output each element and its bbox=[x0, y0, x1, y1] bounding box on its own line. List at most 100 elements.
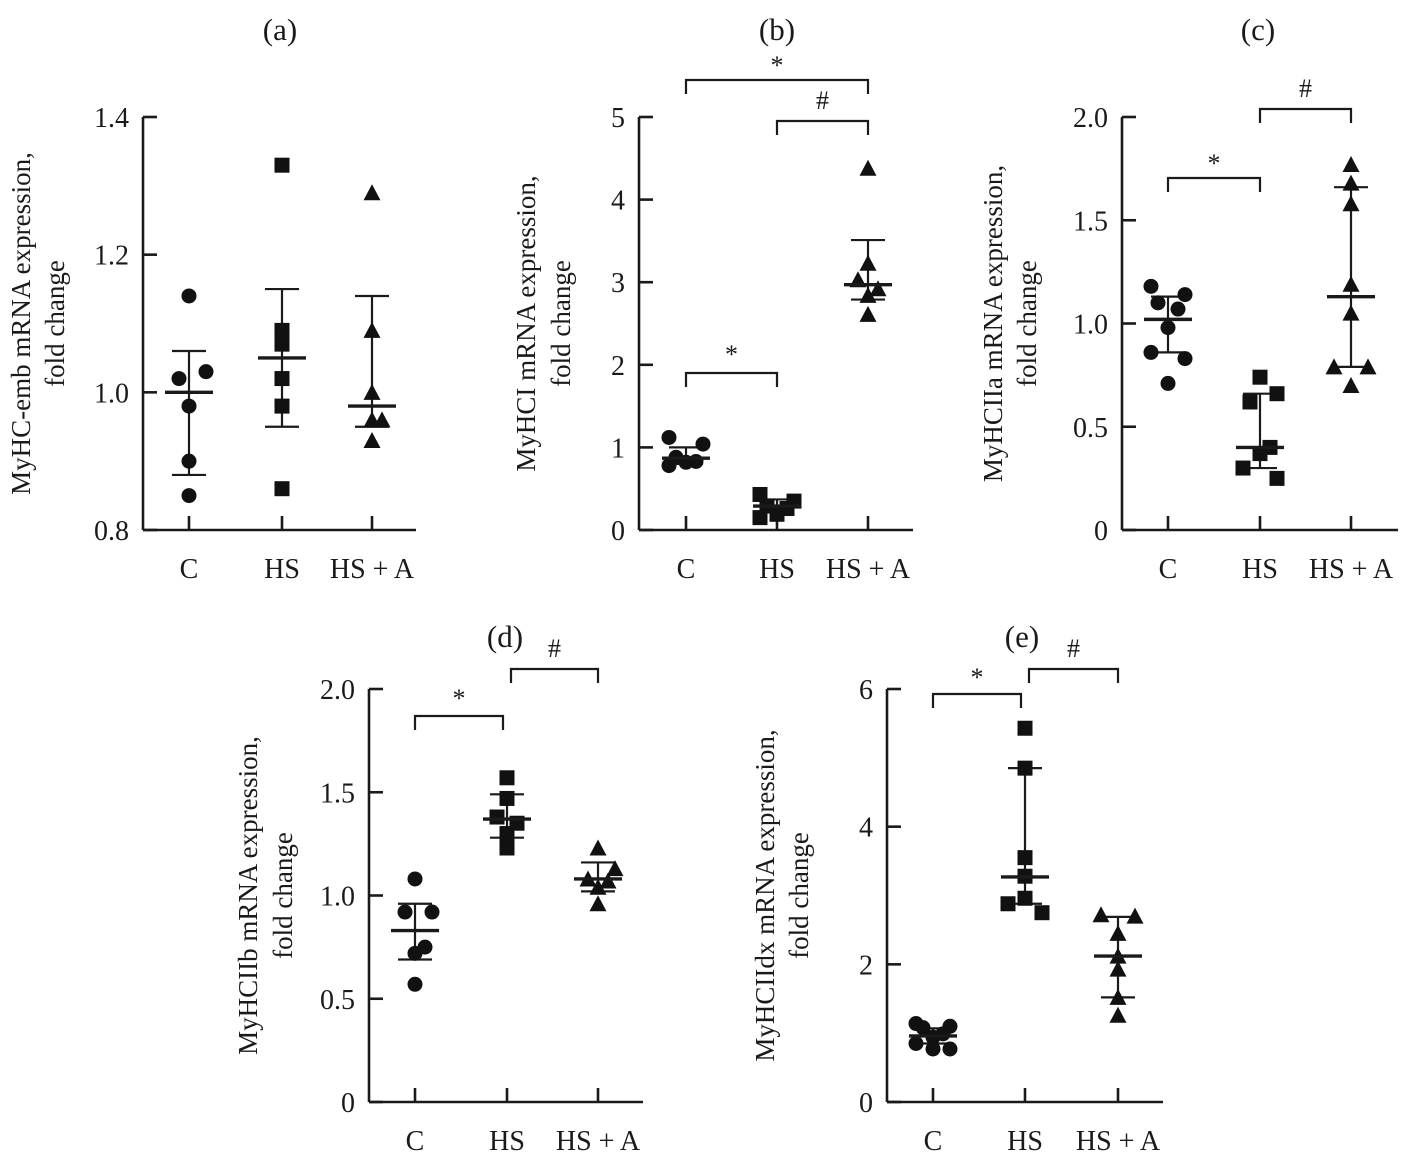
panel-b-data-point bbox=[752, 510, 768, 526]
panel-a-data-point bbox=[181, 398, 197, 414]
panel-e-data-point bbox=[1092, 906, 1110, 923]
panel-c-data-point bbox=[1342, 376, 1360, 393]
panel-b-data-point bbox=[859, 159, 877, 176]
panel-b-y-tick-label: 5 bbox=[611, 103, 625, 134]
panel-d-data-point bbox=[499, 840, 515, 856]
panel-b-data-point bbox=[695, 436, 711, 452]
panel-d-y-tick-label: 0.5 bbox=[320, 985, 355, 1016]
panel-d-data-point bbox=[589, 839, 607, 856]
panel-b-data-point bbox=[859, 286, 877, 303]
panel-d-data-point bbox=[499, 826, 515, 842]
panel-c-data-point bbox=[1359, 358, 1377, 375]
panel-d-significance-bracket bbox=[509, 667, 600, 683]
panel-c-y-tick-label: 0.5 bbox=[1073, 413, 1108, 444]
panel-b-category-label: HS bbox=[759, 554, 795, 585]
panel-d-data-point bbox=[397, 904, 413, 920]
panel-a-y-tick-label: 0.8 bbox=[94, 516, 129, 547]
panel-e-y-tick-label: 2 bbox=[859, 950, 873, 981]
panel-b-significance-bracket bbox=[684, 371, 779, 387]
panel-c-y-axis-label: fold change bbox=[1012, 260, 1042, 387]
panel-c-y-tick-label: 1.5 bbox=[1073, 206, 1108, 237]
panel-e-data-point bbox=[1017, 890, 1033, 906]
panel-b-title: (b) bbox=[759, 12, 795, 47]
panel-b-y-tick-label: 4 bbox=[611, 186, 625, 217]
panel-c-y-tick-label: 1.0 bbox=[1073, 310, 1108, 341]
panel-c-significance-bracket bbox=[1166, 176, 1262, 192]
panel-d-title: (d) bbox=[487, 619, 523, 654]
panel-c-data-point bbox=[1143, 278, 1159, 294]
panel-c-data-point bbox=[1342, 195, 1360, 212]
panel-a-y-tick-label: 1.0 bbox=[94, 378, 129, 409]
panel-e-data-point bbox=[1000, 896, 1016, 912]
panel-d-y-tick-label: 1.5 bbox=[320, 778, 355, 809]
panel-a-data-point bbox=[181, 453, 197, 469]
panel-b-data-point bbox=[661, 458, 677, 474]
panel-b-data-point bbox=[859, 254, 877, 271]
panel-c-significance-bracket bbox=[1258, 107, 1353, 123]
panel-c-data-point bbox=[1342, 155, 1360, 172]
panel-a-category-label: HS bbox=[264, 554, 300, 585]
panel-b-data-point bbox=[859, 305, 877, 322]
panel-a-data-point bbox=[363, 184, 381, 201]
panel-a-y-tick-label: 1.4 bbox=[94, 103, 129, 134]
panel-c-data-point bbox=[1325, 358, 1343, 375]
panel-e-y-tick-label: 6 bbox=[859, 675, 873, 706]
panel-c-data-point bbox=[1252, 369, 1268, 385]
panel-b-data-point bbox=[869, 280, 887, 297]
panel-c-data-point bbox=[1160, 320, 1176, 336]
panel-b-data-point bbox=[661, 429, 677, 445]
panel-c-data-point bbox=[1150, 295, 1166, 311]
panel-d-y-axis-label: MyHCIIb mRNA expression, bbox=[233, 736, 263, 1055]
panel-e-y-axis-label: fold change bbox=[784, 832, 814, 959]
panel-c-data-point bbox=[1242, 394, 1258, 410]
panel-a-data-point bbox=[181, 488, 197, 504]
panel-e-data-point bbox=[1109, 988, 1127, 1005]
panel-a-data-point bbox=[198, 364, 214, 380]
panel-d-y-axis-label: fold change bbox=[268, 832, 298, 959]
panel-c-data-point bbox=[1170, 301, 1186, 317]
panel-a-data-point bbox=[274, 481, 290, 497]
panel-e-category-label: HS + A bbox=[1076, 1126, 1161, 1157]
panel-d-significance-label: * bbox=[453, 684, 466, 713]
panel-d-y-tick-label: 2.0 bbox=[320, 675, 355, 706]
panel-c-category-label: C bbox=[1159, 554, 1178, 585]
panel-b-y-axis-label: MyHCI mRNA expression, bbox=[511, 175, 541, 471]
panel-b-significance-label: * bbox=[771, 51, 784, 80]
panel-e-y-axis-label: MyHCIIdx mRNA expression, bbox=[750, 729, 780, 1061]
panel-a-data-point bbox=[363, 383, 381, 400]
panel-b-y-tick-label: 3 bbox=[611, 268, 625, 299]
panel-c-data-point bbox=[1252, 446, 1268, 462]
panel-a-category-label: C bbox=[180, 554, 199, 585]
panel-c-data-point bbox=[1269, 470, 1285, 486]
panel-b-y-axis-label: fold change bbox=[546, 260, 576, 387]
panel-e-category-label: HS bbox=[1007, 1126, 1043, 1157]
panel-a-data-point bbox=[181, 288, 197, 304]
panel-b-significance-bracket bbox=[684, 78, 870, 94]
panel-a-data-point bbox=[274, 157, 290, 173]
panel-d-data-point bbox=[589, 895, 607, 912]
panel-b-y-tick-label: 2 bbox=[611, 351, 625, 382]
panel-b-y-tick-label: 1 bbox=[611, 433, 625, 464]
panel-e-data-point bbox=[1017, 850, 1033, 866]
panel-e-data-point bbox=[1109, 924, 1127, 941]
panel-e-data-point bbox=[925, 1041, 941, 1057]
panel-e-data-point bbox=[942, 1041, 958, 1057]
panel-a-data-point bbox=[363, 321, 381, 338]
panel-b-category-label: HS + A bbox=[826, 554, 911, 585]
panel-a-data-point bbox=[363, 411, 381, 428]
panel-d-data-point bbox=[499, 770, 515, 786]
panel-b-category-label: C bbox=[677, 554, 696, 585]
panel-c-data-point bbox=[1269, 386, 1285, 402]
panel-d-category-label: HS + A bbox=[556, 1126, 641, 1157]
panel-e-data-point bbox=[908, 1035, 924, 1051]
panel-c-data-point bbox=[1235, 460, 1251, 476]
panel-a-category-label: HS + A bbox=[330, 554, 415, 585]
panel-a-data-point bbox=[363, 432, 381, 449]
panel-e-significance-label: # bbox=[1067, 634, 1080, 663]
panel-e-significance-bracket bbox=[931, 692, 1023, 708]
panel-d-data-point bbox=[606, 860, 624, 877]
panel-c-significance-label: # bbox=[1299, 74, 1312, 103]
panel-c-y-axis-label: MyHCIIa mRNA expression, bbox=[978, 165, 1008, 482]
panel-e-data-point bbox=[1109, 960, 1127, 977]
